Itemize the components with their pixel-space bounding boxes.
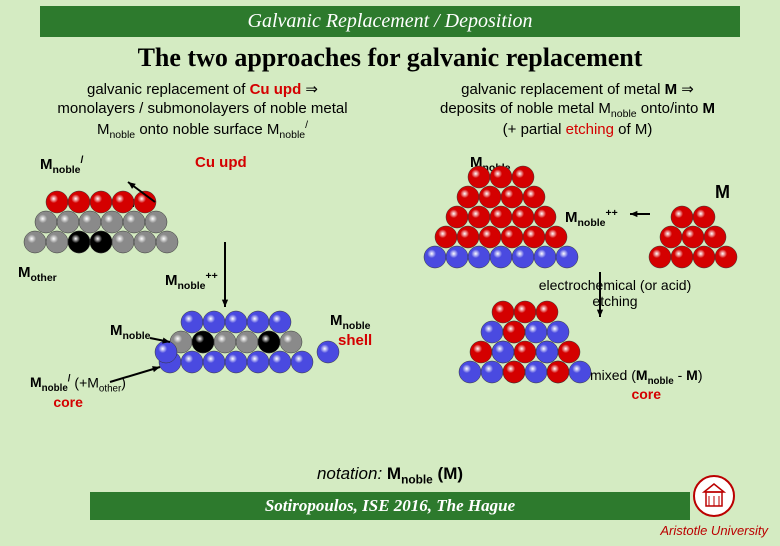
ld-3a-sub: noble bbox=[109, 129, 135, 141]
footer-bar: Sotiropoulos, ISE 2016, The Hague bbox=[90, 492, 690, 520]
page-title: The two approaches for galvanic replacem… bbox=[0, 43, 780, 73]
ld-1a: galvanic replacement of bbox=[87, 81, 250, 98]
rd-3c: of M) bbox=[614, 121, 652, 138]
rd-2b: M bbox=[598, 100, 611, 117]
rd-3a: (+ partial bbox=[503, 121, 566, 138]
rd-2d: M bbox=[703, 100, 716, 117]
header-bar: Galvanic Replacement / Deposition bbox=[40, 6, 740, 37]
ld-3c: M bbox=[267, 121, 280, 138]
ld-1c: ⇒ bbox=[301, 81, 318, 98]
t: notation: bbox=[317, 464, 387, 483]
right-description: galvanic replacement of metal M ⇒ deposi… bbox=[395, 81, 760, 142]
rd-3b: etching bbox=[566, 121, 614, 138]
rd-1c: ⇒ bbox=[677, 81, 694, 98]
atom-diagrams bbox=[0, 142, 780, 462]
university-logo bbox=[692, 474, 736, 518]
t: M bbox=[387, 464, 401, 483]
ld-3b: onto noble surface bbox=[135, 121, 267, 138]
ld-1b: Cu upd bbox=[250, 81, 302, 98]
ld-3c-sup: / bbox=[305, 119, 308, 131]
left-description: galvanic replacement of Cu upd ⇒ monolay… bbox=[20, 81, 385, 142]
rd-2c: onto/into bbox=[637, 100, 703, 117]
university-name: Aristotle University bbox=[660, 523, 768, 538]
rd-2b-sub: noble bbox=[611, 108, 637, 120]
rd-1a: galvanic replacement of metal bbox=[461, 81, 664, 98]
university-block: Aristotle University bbox=[660, 474, 768, 538]
rd-2a: deposits of noble metal bbox=[440, 100, 598, 117]
t: (M) bbox=[433, 464, 463, 483]
diagram-area: Mnoble/ Cu upd Cu++ Mother Mnoble++ Mnob… bbox=[0, 142, 780, 462]
ld-3a: M bbox=[97, 121, 110, 138]
t: noble bbox=[401, 472, 433, 486]
ld-2: monolayers / submonolayers of noble meta… bbox=[57, 100, 347, 117]
ld-3c-sub: noble bbox=[279, 129, 305, 141]
descriptions: galvanic replacement of Cu upd ⇒ monolay… bbox=[0, 81, 780, 142]
rd-1b: M bbox=[665, 81, 678, 98]
